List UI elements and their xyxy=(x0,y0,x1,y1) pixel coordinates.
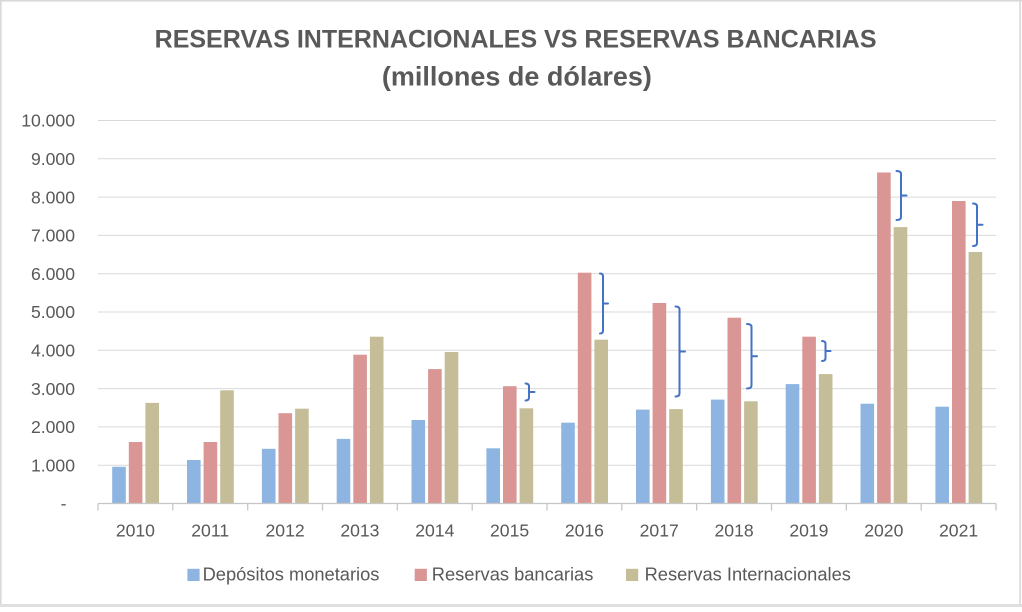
svg-text:5.000: 5.000 xyxy=(31,302,75,322)
svg-text:2016: 2016 xyxy=(565,521,604,541)
svg-text:2011: 2011 xyxy=(191,521,229,541)
svg-text:2017: 2017 xyxy=(640,521,679,541)
svg-text:2013: 2013 xyxy=(340,521,379,541)
svg-text:Reservas Internacionales: Reservas Internacionales xyxy=(645,564,851,585)
svg-text:3.000: 3.000 xyxy=(31,379,75,399)
svg-text:2012: 2012 xyxy=(266,521,305,541)
svg-text:Depósitos monetarios: Depósitos monetarios xyxy=(203,564,380,585)
svg-text:2014: 2014 xyxy=(415,521,454,541)
svg-text:2019: 2019 xyxy=(789,521,828,541)
svg-text:RESERVAS INTERNACIONALES VS RE: RESERVAS INTERNACIONALES VS RESERVAS BAN… xyxy=(155,25,877,53)
svg-text:9.000: 9.000 xyxy=(31,149,75,169)
svg-text:Reservas bancarias: Reservas bancarias xyxy=(432,564,594,585)
svg-text:2010: 2010 xyxy=(116,521,155,541)
svg-text:7.000: 7.000 xyxy=(31,226,75,246)
svg-text:8.000: 8.000 xyxy=(31,187,75,207)
svg-text:10.000: 10.000 xyxy=(21,111,75,131)
svg-text:6.000: 6.000 xyxy=(31,264,75,284)
svg-text:2.000: 2.000 xyxy=(31,417,75,437)
svg-text:1.000: 1.000 xyxy=(31,455,75,475)
svg-text:-: - xyxy=(61,494,67,514)
svg-text:2021: 2021 xyxy=(939,521,978,541)
svg-text:2015: 2015 xyxy=(490,521,529,541)
svg-text:4.000: 4.000 xyxy=(31,341,75,361)
svg-text:2018: 2018 xyxy=(715,521,754,541)
svg-text:(millones de dólares): (millones de dólares) xyxy=(382,61,652,91)
svg-text:2020: 2020 xyxy=(864,521,903,541)
